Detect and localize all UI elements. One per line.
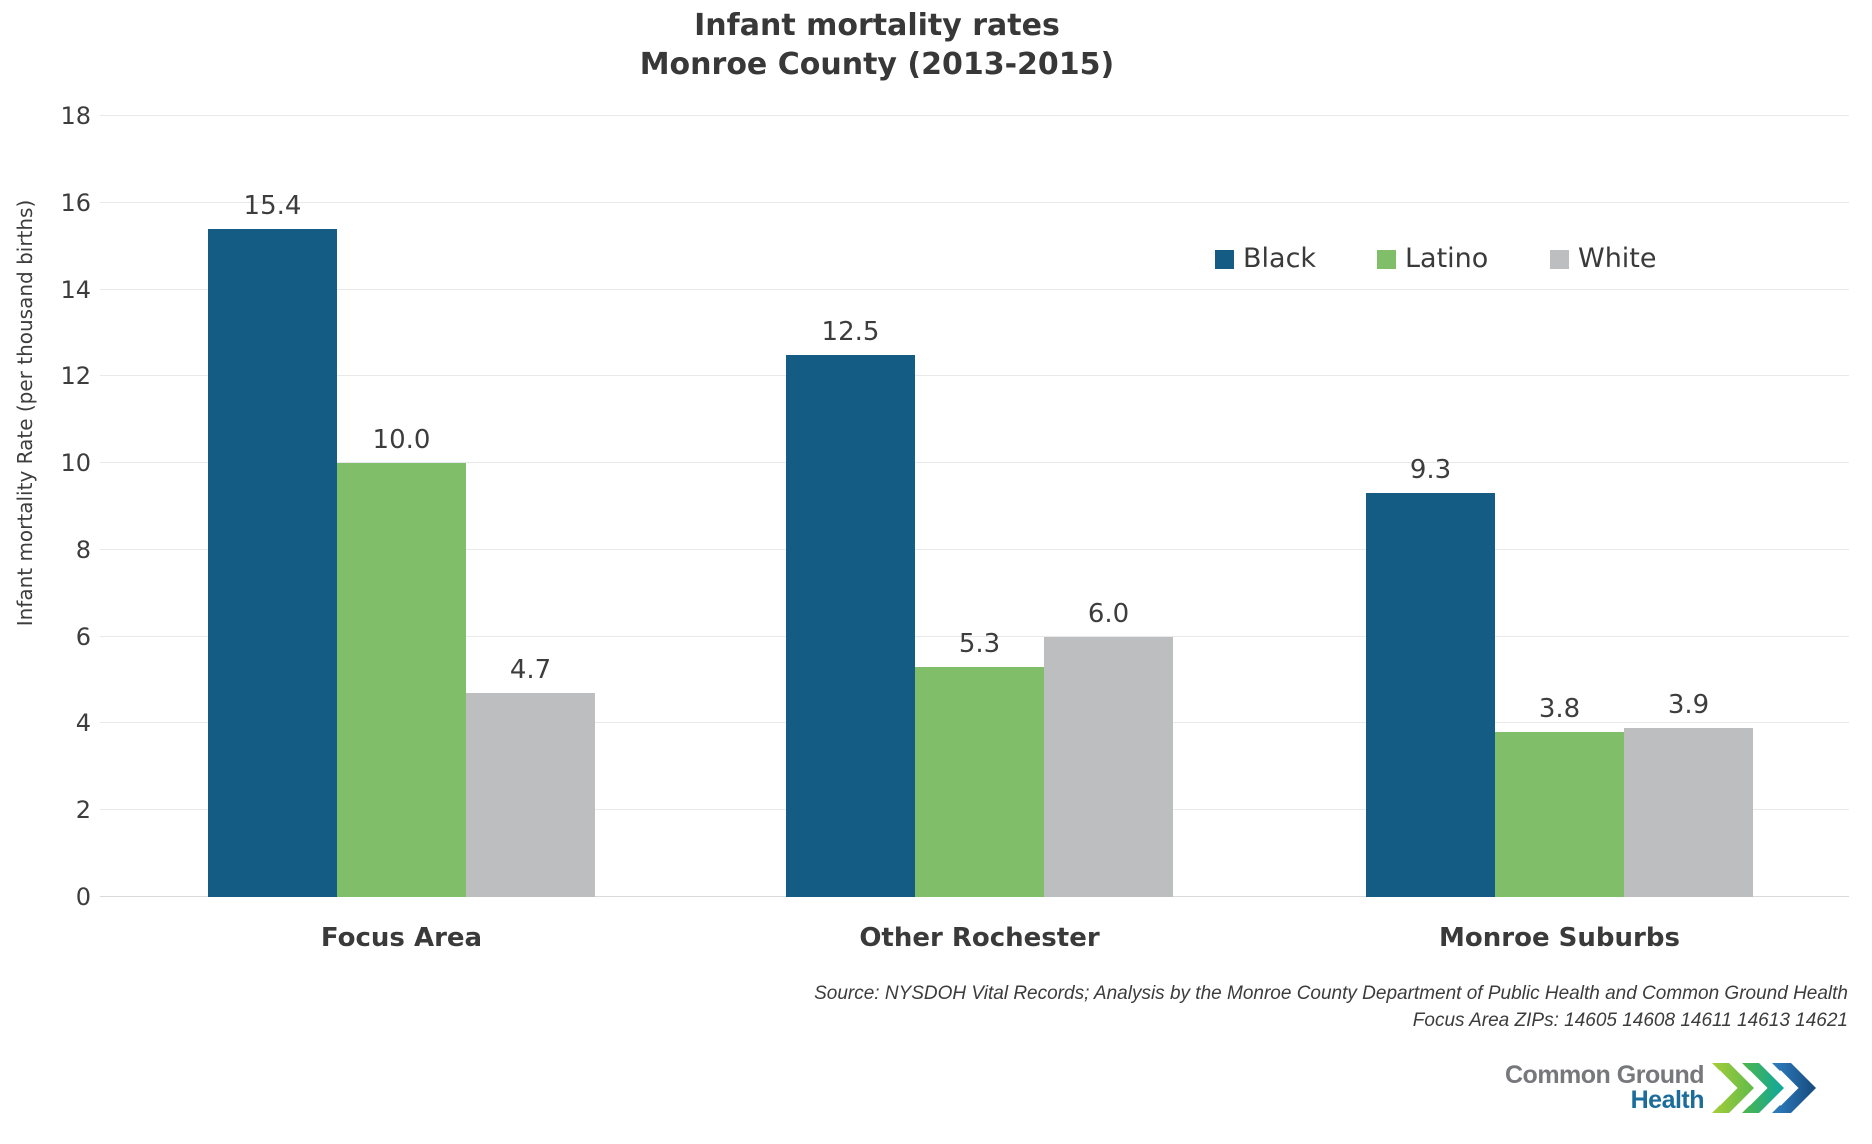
bar-black-monroe-suburbs <box>1366 493 1495 897</box>
y-tick-label-18: 18 <box>60 102 91 130</box>
y-tick-label-6: 6 <box>75 623 91 651</box>
plot-area: 15.4 12.5 9.3 10.0 5.3 3.8 4.7 6.0 3.9 Focus Area… <box>100 115 1849 953</box>
source-note: Source: NYSDOH Vital Records; Analysis b… <box>448 980 1848 1034</box>
gridline-y-18 <box>100 115 1849 116</box>
bar-value-black-focus-area: 15.4 <box>243 191 302 221</box>
legend-label-white: White <box>1578 243 1657 274</box>
logo-text: Common Ground Health <box>1505 1061 1705 1114</box>
bar-value-latino-focus-area: 10.0 <box>372 425 431 455</box>
bar-white-other-rochester <box>1044 637 1173 897</box>
legend-swatch-black-icon <box>1215 249 1234 269</box>
y-axis-ticks: 0 2 4 6 8 10 12 14 16 18 <box>0 102 91 911</box>
bar-white-monroe-suburbs <box>1624 728 1753 897</box>
y-tick-label-4: 4 <box>75 709 91 737</box>
bar-value-black-other-rochester: 12.5 <box>821 317 880 347</box>
category-label-monroe-suburbs: Monroe Suburbs <box>1439 923 1680 953</box>
legend-swatch-latino-icon <box>1377 249 1396 269</box>
y-tick-label-0: 0 <box>75 883 91 911</box>
category-label-other-rochester: Other Rochester <box>859 923 1100 953</box>
y-tick-label-14: 14 <box>60 276 91 304</box>
y-tick-label-12: 12 <box>60 362 91 390</box>
chart-title: Infant mortality rates Monroe County (20… <box>0 6 1754 84</box>
legend-swatch-white-icon <box>1550 249 1569 269</box>
legend-item-white: White <box>1550 244 1657 274</box>
bar-latino-other-rochester <box>915 667 1044 897</box>
legend-item-latino: Latino <box>1377 244 1488 274</box>
gridline-y-14 <box>100 289 1849 290</box>
logo-line2: Health <box>1630 1086 1705 1114</box>
chart-title-line2: Monroe County (2013-2015) <box>639 47 1115 82</box>
bar-black-other-rochester <box>786 355 915 897</box>
triple-chevron-right-icon <box>1712 1063 1817 1113</box>
legend-label-black: Black <box>1243 243 1317 274</box>
y-tick-label-10: 10 <box>60 449 91 477</box>
logo-line1: Common Ground <box>1505 1061 1705 1089</box>
gridline-y-8 <box>100 549 1849 550</box>
bar-white-focus-area <box>466 693 595 897</box>
bar-latino-monroe-suburbs <box>1495 732 1624 897</box>
y-tick-label-16: 16 <box>60 189 91 217</box>
bar-value-white-monroe-suburbs: 3.9 <box>1667 690 1710 720</box>
gridline-y-16 <box>100 202 1849 203</box>
bar-value-black-monroe-suburbs: 9.3 <box>1409 455 1452 485</box>
source-line2: Focus Area ZIPs: 14605 14608 14611 14613… <box>1412 1010 1848 1031</box>
source-line1: Source: NYSDOH Vital Records; Analysis b… <box>814 983 1848 1004</box>
category-label-focus-area: Focus Area <box>320 923 483 953</box>
gridline-y-12 <box>100 375 1849 376</box>
legend-item-black: Black <box>1215 244 1316 274</box>
gridline-y-6 <box>100 636 1849 637</box>
bar-value-latino-monroe-suburbs: 3.8 <box>1538 694 1581 724</box>
chart-title-line1: Infant mortality rates <box>694 8 1060 43</box>
y-tick-label-8: 8 <box>75 536 91 564</box>
y-tick-label-2: 2 <box>75 796 91 824</box>
legend-label-latino: Latino <box>1405 243 1489 274</box>
bar-latino-focus-area <box>337 463 466 897</box>
gridline-y-10 <box>100 462 1849 463</box>
bar-black-focus-area <box>208 229 337 897</box>
bar-value-latino-other-rochester: 5.3 <box>958 629 1001 659</box>
bar-value-white-other-rochester: 6.0 <box>1087 599 1130 629</box>
common-ground-health-logo: Common Ground Health <box>1505 1062 1824 1114</box>
bar-value-white-focus-area: 4.7 <box>509 655 552 685</box>
